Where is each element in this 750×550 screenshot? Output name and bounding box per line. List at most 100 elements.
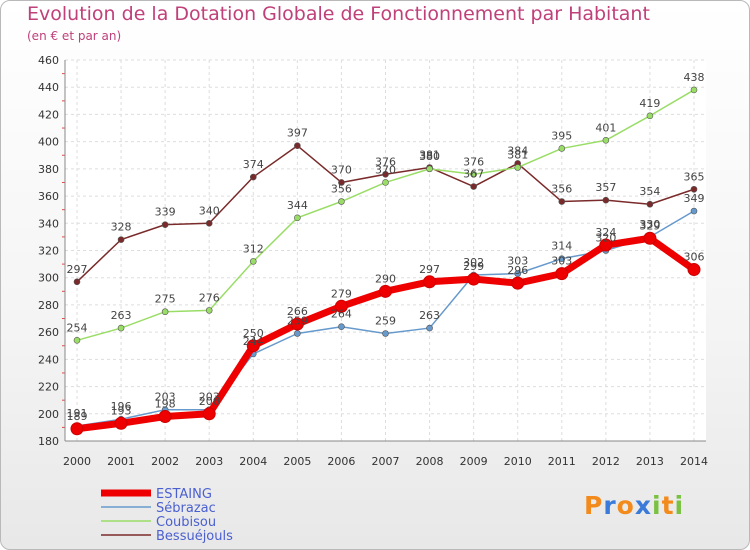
x-tick-label: 2003 <box>195 455 223 468</box>
data-point-bessuejouls <box>117 236 125 243</box>
logo-letter: o <box>616 491 635 520</box>
data-label-coubisou: 275 <box>155 293 176 306</box>
data-point-coubisou <box>117 324 125 332</box>
data-label-estaing: 200 <box>199 395 220 408</box>
y-tick-label: 300 <box>38 272 59 285</box>
data-point-coubisou <box>426 165 433 173</box>
data-label-bessuejouls: 370 <box>331 163 352 176</box>
data-point-coubisou <box>646 112 654 120</box>
data-point-coubisou <box>338 198 345 205</box>
data-label-coubisou: 370 <box>375 163 396 176</box>
data-point-coubisou <box>690 86 698 94</box>
data-point-sebrazac <box>690 207 698 215</box>
logo-letter: P <box>584 491 604 520</box>
data-point-estaing <box>290 317 304 331</box>
data-point-coubisou <box>470 171 477 178</box>
data-label-estaing: 189 <box>67 410 88 423</box>
data-label-coubisou: 395 <box>551 129 572 142</box>
data-point-sebrazac <box>382 330 389 337</box>
data-label-coubisou: 419 <box>639 97 660 110</box>
data-label-bessuejouls: 365 <box>684 170 705 183</box>
data-label-bessuejouls: 384 <box>507 144 528 157</box>
data-point-estaing <box>467 272 481 286</box>
data-label-sebrazac: 259 <box>287 315 308 328</box>
data-label-bessuejouls: 376 <box>375 155 396 168</box>
data-label-bessuejouls: 340 <box>199 204 220 217</box>
x-tick-label: 2002 <box>151 455 179 468</box>
y-tick-label: 240 <box>38 353 59 366</box>
x-tick-label: 2004 <box>239 455 267 468</box>
data-point-coubisou <box>73 337 81 344</box>
y-tick-label: 360 <box>38 190 59 203</box>
data-point-bessuejouls <box>338 179 345 186</box>
data-point-estaing <box>423 275 437 289</box>
data-label-bessuejouls: 328 <box>111 221 132 234</box>
x-tick-label: 2001 <box>107 455 135 468</box>
data-label-bessuejouls: 357 <box>595 181 616 194</box>
data-label-coubisou: 263 <box>111 309 132 322</box>
data-label-bessuejouls: 374 <box>243 158 264 171</box>
data-point-estaing <box>643 231 657 245</box>
data-point-sebrazac <box>426 324 433 332</box>
data-point-estaing <box>687 263 701 277</box>
data-point-coubisou <box>382 179 389 186</box>
data-label-coubisou: 276 <box>199 291 220 304</box>
data-label-estaing: 296 <box>507 264 528 277</box>
logo-letter: x <box>634 491 652 520</box>
data-label-coubisou: 312 <box>243 242 264 255</box>
data-point-estaing <box>202 407 216 421</box>
x-tick-label: 2007 <box>372 455 400 468</box>
data-point-sebrazac <box>338 323 345 331</box>
data-label-estaing: 279 <box>331 287 352 300</box>
y-tick-label: 440 <box>38 81 59 94</box>
data-label-sebrazac: 259 <box>375 315 396 328</box>
y-tick-label: 340 <box>38 217 59 230</box>
x-tick-label: 2013 <box>636 455 664 468</box>
data-label-bessuejouls: 367 <box>463 168 484 181</box>
data-point-bessuejouls <box>382 171 389 178</box>
data-label-coubisou: 376 <box>463 155 484 168</box>
data-point-bessuejouls <box>602 196 610 204</box>
data-label-estaing: 266 <box>287 305 308 318</box>
data-label-coubisou: 438 <box>684 71 705 84</box>
data-point-estaing <box>334 299 348 313</box>
y-tick-label: 200 <box>38 408 59 421</box>
legend-label-bessuejouls: Bessuéjouls <box>156 529 233 544</box>
legend-label-coubisou: Coubisou <box>156 515 216 530</box>
data-point-estaing <box>379 284 392 298</box>
data-label-estaing: 250 <box>243 327 264 340</box>
data-point-bessuejouls <box>73 278 81 286</box>
data-point-estaing <box>511 276 525 290</box>
y-tick-label: 280 <box>38 299 59 312</box>
x-tick-label: 2006 <box>327 455 355 468</box>
data-point-coubisou <box>294 214 301 222</box>
data-label-estaing: 329 <box>639 219 660 232</box>
data-label-coubisou: 381 <box>507 148 528 161</box>
data-label-sebrazac: 264 <box>331 308 352 321</box>
data-label-estaing: 193 <box>111 404 132 417</box>
x-tick-label: 2011 <box>548 455 576 468</box>
data-point-estaing <box>114 416 128 430</box>
proxiti-logo: Proxiti <box>584 491 684 520</box>
data-point-estaing <box>599 238 613 252</box>
x-tick-label: 2012 <box>592 455 620 468</box>
y-tick-label: 220 <box>38 381 59 394</box>
data-label-coubisou: 254 <box>67 321 88 334</box>
logo-letter: r <box>603 491 617 520</box>
data-label-bessuejouls: 297 <box>67 263 88 276</box>
data-point-bessuejouls <box>294 142 301 150</box>
data-label-sebrazac: 263 <box>419 309 440 322</box>
data-label-bessuejouls: 354 <box>639 185 660 198</box>
data-label-sebrazac: 320 <box>595 232 616 245</box>
data-point-coubisou <box>161 308 169 316</box>
data-label-coubisou: 344 <box>287 199 308 212</box>
data-label-bessuejouls: 356 <box>551 183 572 196</box>
data-point-coubisou <box>205 307 213 314</box>
data-label-estaing: 303 <box>551 255 572 268</box>
data-point-estaing <box>158 410 172 424</box>
data-label-sebrazac: 330 <box>639 218 660 231</box>
data-label-coubisou: 401 <box>595 121 616 134</box>
data-label-estaing: 198 <box>155 398 176 411</box>
legend-label-estaing: ESTAING <box>156 487 212 502</box>
